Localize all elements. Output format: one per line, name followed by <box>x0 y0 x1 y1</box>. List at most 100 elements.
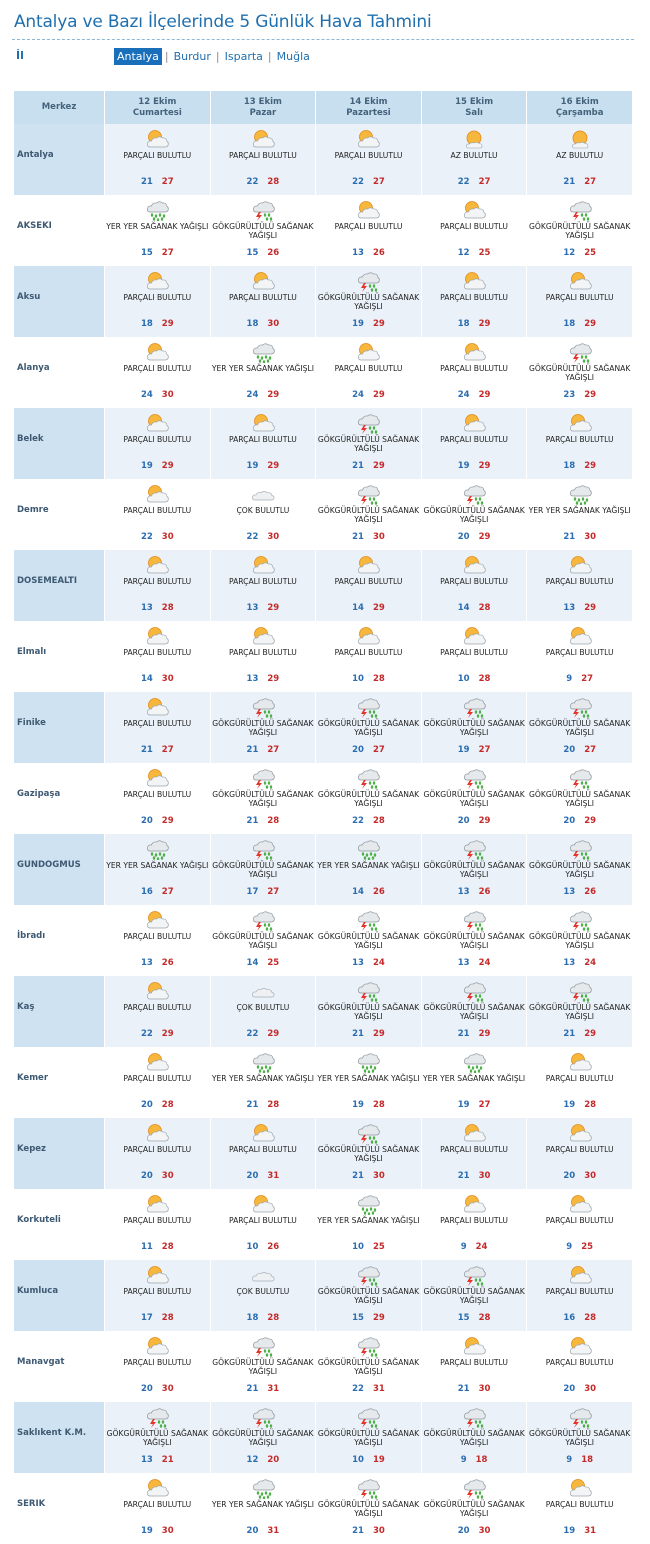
forecast-cell: PARÇALI BULUTLU 13 26 <box>105 905 210 976</box>
forecast-row: Alanya PARÇALI BULUTLU 24 30 YER YER SAĞANAK… <box>14 337 632 408</box>
condition-text: PARÇALI BULUTLU <box>123 1145 192 1154</box>
forecast-row: GUNDOGMUS YER YER SAĞANAK YAĞIŞLI 16 27 GÖKG… <box>14 834 632 905</box>
forecast-cell: PARÇALI BULUTLU 14 28 <box>421 550 527 621</box>
forecast-cell: GÖKGÜRÜLTÜLÜ SAĞANAK YAĞIŞLI 13 26 <box>421 834 527 905</box>
condition-text: GÖKGÜRÜLTÜLÜ SAĞANAK YAĞIŞLI <box>317 1500 420 1518</box>
location-cell: Manavgat <box>14 1331 104 1402</box>
condition-text: PARÇALI BULUTLU <box>228 151 297 160</box>
temperature-range: 9 27 <box>527 674 632 684</box>
condition-text: PARÇALI BULUTLU <box>123 577 192 586</box>
forecast-cell: PARÇALI BULUTLU 12 25 <box>422 195 527 266</box>
condition-text: PARÇALI BULUTLU <box>334 151 403 160</box>
partly-cloudy-icon <box>568 1193 592 1215</box>
province-link-antalya[interactable]: Antalya <box>114 48 162 65</box>
forecast-cell: PARÇALI BULUTLU 20 30 <box>527 1331 632 1402</box>
forecast-cell: GÖKGÜRÜLTÜLÜ SAĞANAK YAĞIŞLI 20 27 <box>316 692 421 763</box>
province-link-burdur[interactable]: Burdur <box>173 50 211 63</box>
day-forecast: GÖKGÜRÜLTÜLÜ SAĞANAK YAĞIŞLI 22 28 <box>316 763 421 834</box>
forecast-cell: PARÇALI BULUTLU 13 29 <box>210 550 316 621</box>
temp-min: 20 <box>140 1384 153 1394</box>
partly-cloudy-icon <box>145 909 169 931</box>
temperature-range: 21 27 <box>211 745 316 755</box>
temp-min: 11 <box>140 1242 153 1252</box>
forecast-cell: GÖKGÜRÜLTÜLÜ SAĞANAK YAĞIŞLI 17 27 <box>210 834 316 905</box>
temp-max: 29 <box>584 1029 597 1039</box>
forecast-cell: PARÇALI BULUTLU 13 29 <box>211 621 316 692</box>
temp-min: 19 <box>563 1526 576 1536</box>
day-weekday: Çarşamba <box>555 107 604 118</box>
temp-max: 30 <box>267 532 280 542</box>
day-forecast: GÖKGÜRÜLTÜLÜ SAĞANAK YAĞIŞLI 15 29 <box>316 1260 421 1331</box>
condition-text: PARÇALI BULUTLU <box>440 1358 508 1367</box>
forecast-cell: GÖKGÜRÜLTÜLÜ SAĞANAK YAĞIŞLI 20 29 <box>422 479 527 550</box>
condition-text: YER YER SAĞANAK YAĞIŞLI <box>211 1074 314 1083</box>
temp-max: 29 <box>584 603 597 613</box>
temp-max: 28 <box>478 1313 491 1323</box>
temp-min: 20 <box>352 745 364 755</box>
condition-text: PARÇALI BULUTLU <box>545 1500 614 1509</box>
temp-max: 27 <box>161 887 174 897</box>
temp-max: 30 <box>161 674 174 684</box>
day-forecast: GÖKGÜRÜLTÜLÜ SAĞANAK YAĞIŞLI 21 28 <box>211 763 316 834</box>
temp-min: 21 <box>246 1100 259 1110</box>
day-forecast: AZ BULUTLU 21 27 <box>527 124 632 195</box>
forecast-row: Elmalı PARÇALI BULUTLU 14 30 PARÇALI BULUTLU… <box>14 621 632 692</box>
forecast-cell: PARÇALI BULUTLU 22 29 <box>105 976 210 1047</box>
temperature-range: 14 26 <box>316 887 421 897</box>
temperature-range: 10 25 <box>316 1242 421 1252</box>
condition-text: GÖKGÜRÜLTÜLÜ SAĞANAK YAĞIŞLI <box>529 364 631 382</box>
temp-max: 26 <box>478 887 491 897</box>
day-header: 13 Ekim Pazar <box>210 91 316 124</box>
location-name: Manavgat <box>17 1357 65 1367</box>
province-link-mugla[interactable]: Muğla <box>276 50 310 63</box>
location-name: Antalya <box>17 150 54 160</box>
forecast-cell: PARÇALI BULUTLU 18 29 <box>527 408 632 479</box>
location-cell: SERIK <box>14 1473 104 1544</box>
thunderstorm-icon <box>462 1264 486 1286</box>
temperature-range: 19 31 <box>527 1526 632 1536</box>
forecast-row: Manavgat PARÇALI BULUTLU 20 30 GÖKGÜRÜLTÜLÜ … <box>14 1331 632 1402</box>
condition-text: PARÇALI BULUTLU <box>123 506 192 515</box>
merkez-header: Merkez <box>14 91 104 124</box>
temperature-range: 20 30 <box>422 1526 527 1536</box>
partly-cloudy-icon <box>145 1477 169 1499</box>
temperature-range: 22 29 <box>211 1029 316 1039</box>
temperature-range: 13 26 <box>105 958 210 968</box>
thunderstorm-icon <box>568 199 592 221</box>
day-forecast: PARÇALI BULUTLU 21 30 <box>422 1331 527 1402</box>
province-link-isparta[interactable]: Isparta <box>224 50 263 63</box>
temp-max: 29 <box>478 1029 491 1039</box>
temp-max: 25 <box>581 1242 594 1252</box>
mostly-sunny-icon <box>568 128 592 150</box>
temperature-range: 23 29 <box>527 390 632 400</box>
temp-max: 30 <box>372 1526 385 1536</box>
condition-text: PARÇALI BULUTLU <box>545 435 614 444</box>
thunderstorm-icon <box>356 980 381 1002</box>
forecast-cell: AZ BULUTLU 21 27 <box>527 124 632 195</box>
day-forecast: YER YER SAĞANAK YAĞIŞLI 21 30 <box>527 479 632 550</box>
day-forecast: PARÇALI BULUTLU 18 29 <box>105 266 210 337</box>
temp-min: 18 <box>457 319 470 329</box>
temp-max: 30 <box>478 1526 491 1536</box>
thunderstorm-icon <box>356 1335 381 1357</box>
partly-cloudy-icon <box>251 128 275 150</box>
condition-text: ÇOK BULUTLU <box>236 1287 290 1296</box>
condition-text: GÖKGÜRÜLTÜLÜ SAĞANAK YAĞIŞLI <box>212 719 314 737</box>
partly-cloudy-icon <box>462 1122 486 1144</box>
day-forecast: GÖKGÜRÜLTÜLÜ SAĞANAK YAĞIŞLI 13 26 <box>422 834 527 905</box>
temperature-range: 9 24 <box>422 1242 527 1252</box>
condition-text: GÖKGÜRÜLTÜLÜ SAĞANAK YAĞIŞLI <box>423 861 525 879</box>
forecast-cell: PARÇALI BULUTLU 21 27 <box>105 124 210 195</box>
day-weekday: Salı <box>465 107 483 118</box>
forecast-cell: PARÇALI BULUTLU 18 29 <box>527 266 632 337</box>
forecast-cell: AZ BULUTLU 22 27 <box>421 124 527 195</box>
thunderstorm-icon <box>462 838 486 860</box>
day-forecast: PARÇALI BULUTLU 13 26 <box>316 195 421 266</box>
day-forecast: GÖKGÜRÜLTÜLÜ SAĞANAK YAĞIŞLI 21 31 <box>211 1331 316 1402</box>
temp-max: 26 <box>267 248 280 258</box>
forecast-cell: PARÇALI BULUTLU 21 30 <box>422 1331 527 1402</box>
temperature-range: 20 29 <box>422 532 527 542</box>
temp-min: 13 <box>563 603 576 613</box>
temperature-range: 12 25 <box>527 248 632 258</box>
day-forecast: PARÇALI BULUTLU 21 30 <box>422 1118 527 1189</box>
